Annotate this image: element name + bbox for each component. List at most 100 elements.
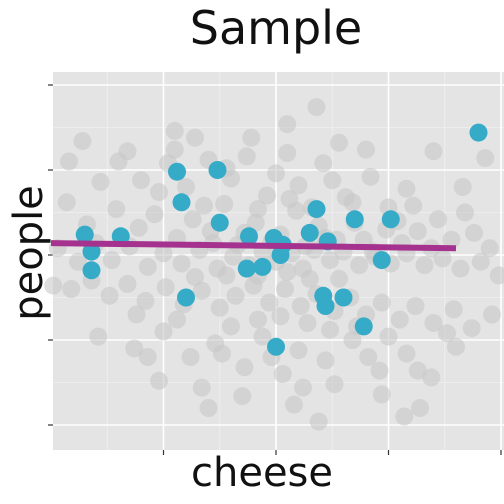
highlighted-point [334, 288, 353, 307]
background-point [359, 348, 378, 366]
highlighted-point [253, 257, 272, 276]
background-point [271, 307, 290, 326]
background-point [408, 361, 427, 380]
highlighted-point [307, 200, 326, 219]
background-point [192, 281, 211, 300]
highlighted-point [300, 223, 319, 242]
background-point [154, 244, 173, 263]
background-point [215, 195, 234, 213]
background-point [186, 128, 204, 147]
background-point [456, 203, 474, 222]
x-axis-label: cheese [191, 450, 333, 496]
background-point [276, 280, 294, 298]
background-point [235, 358, 254, 377]
highlighted-point [237, 259, 256, 278]
background-point [406, 297, 425, 315]
background-point [395, 407, 414, 426]
background-point [150, 183, 168, 202]
background-point [350, 256, 369, 275]
background-point [224, 247, 243, 266]
background-point [62, 280, 81, 298]
background-point [280, 189, 299, 208]
highlighted-point [372, 251, 391, 270]
background-point [289, 341, 308, 360]
background-point [150, 371, 168, 390]
background-point [222, 169, 240, 188]
background-point [323, 171, 342, 190]
background-point [294, 378, 312, 397]
background-point [372, 385, 391, 404]
highlighted-point [210, 213, 229, 232]
background-point [132, 171, 150, 190]
background-point [453, 178, 472, 196]
background-point [91, 172, 110, 191]
background-point [154, 322, 173, 341]
background-point [145, 205, 164, 224]
background-point [442, 230, 461, 249]
background-point [489, 266, 504, 285]
background-point [237, 147, 256, 166]
background-point [397, 344, 416, 363]
background-point [397, 179, 416, 198]
background-point [260, 293, 279, 312]
highlighted-point [208, 161, 227, 179]
background-point [156, 278, 175, 297]
background-point [165, 140, 184, 159]
background-point [226, 286, 245, 305]
background-point [321, 251, 339, 270]
background-point [415, 256, 434, 275]
background-point [285, 395, 303, 414]
background-point [138, 348, 157, 366]
background-point [343, 193, 362, 212]
background-point [390, 310, 409, 329]
background-point [217, 266, 236, 285]
background-point [316, 351, 335, 370]
axis-ticks [48, 84, 502, 455]
background-point [300, 269, 319, 288]
background-point [73, 132, 92, 151]
background-point [125, 339, 144, 358]
background-point [100, 286, 119, 305]
background-point [372, 293, 391, 312]
background-point [480, 239, 499, 258]
background-point [57, 193, 76, 212]
y-axis-label: people [6, 185, 52, 321]
background-point [291, 297, 310, 315]
background-point [465, 223, 483, 242]
background-point [242, 128, 261, 147]
background-point [273, 365, 292, 383]
background-point [127, 305, 146, 324]
background-point [357, 140, 375, 159]
background-point [199, 399, 218, 417]
background-point [325, 375, 344, 394]
highlighted-point [271, 246, 290, 264]
background-point [109, 152, 128, 171]
data-points [44, 98, 504, 431]
background-point [44, 276, 63, 295]
highlighted-point [111, 227, 130, 246]
highlighted-point [354, 317, 373, 336]
background-point [233, 387, 252, 406]
background-point [195, 196, 213, 215]
background-point [210, 298, 229, 317]
highlighted-point [345, 210, 364, 229]
background-point [438, 324, 456, 343]
background-point [249, 310, 267, 329]
background-point [60, 152, 78, 171]
series-highlighted [75, 123, 488, 356]
highlighted-point [82, 261, 101, 280]
highlighted-point [177, 288, 195, 307]
background-point [424, 314, 443, 332]
highlighted-point [75, 225, 94, 244]
highlighted-point [316, 297, 335, 315]
background-point [129, 218, 148, 237]
background-point [307, 98, 326, 117]
background-point [278, 115, 297, 134]
background-point [462, 319, 481, 338]
background-point [289, 176, 308, 195]
background-point [107, 200, 126, 219]
background-point [433, 249, 452, 268]
background-point [408, 222, 427, 241]
background-point [330, 133, 348, 152]
